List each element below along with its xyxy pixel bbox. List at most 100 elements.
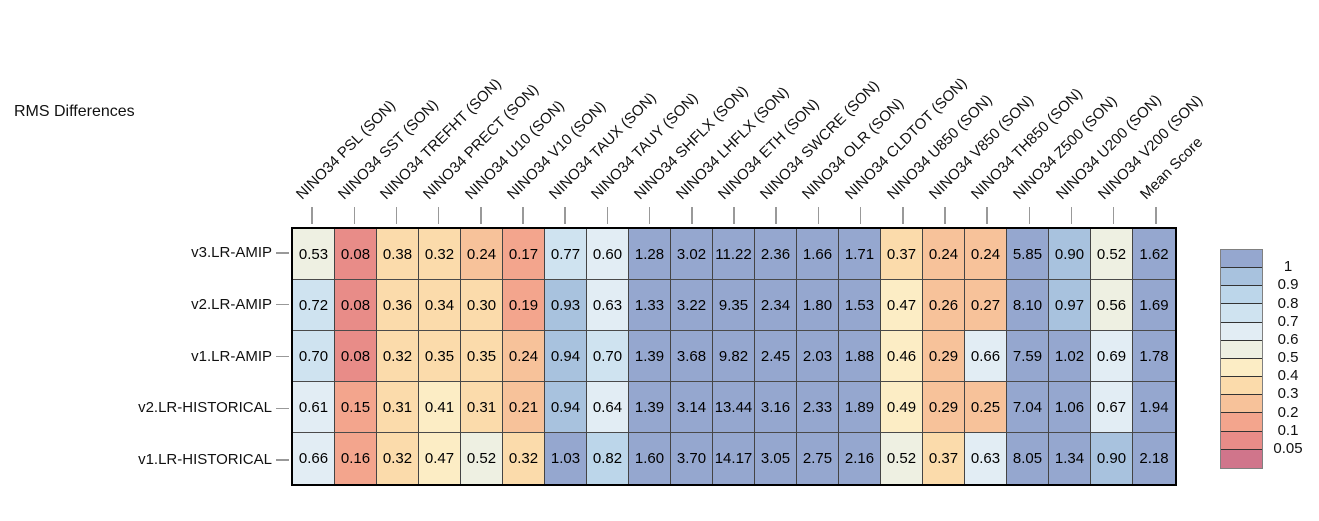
column-tick	[733, 207, 735, 224]
heatmap-cell: 1.80	[797, 280, 839, 331]
colorbar-tick-label: 0.2	[1277, 403, 1299, 421]
colorbar-segment	[1221, 340, 1262, 359]
column-tick	[648, 207, 651, 224]
heatmap-cell: 3.05	[755, 433, 797, 484]
heatmap-cell: 0.37	[923, 433, 965, 484]
row-tick	[276, 459, 289, 461]
colorbar-segment	[1221, 395, 1262, 414]
heatmap-cell: 0.61	[293, 382, 335, 433]
heatmap-cell: 1.66	[797, 229, 839, 280]
column-tick	[522, 207, 524, 224]
heatmap-cell: 0.32	[377, 433, 419, 484]
heatmap-cell: 0.31	[377, 382, 419, 433]
colorbar-tick-label: 0.1	[1277, 421, 1299, 439]
heatmap-cell: 1.39	[629, 382, 671, 433]
heatmap-cell: 3.68	[671, 331, 713, 382]
colorbar-tick-label: 0.4	[1277, 367, 1299, 385]
heatmap-cell: 0.53	[293, 229, 335, 280]
column-tick	[775, 207, 777, 224]
column-tick	[606, 207, 609, 224]
row-tick	[276, 407, 289, 410]
column-tick	[691, 207, 693, 224]
row-label: v3.LR-AMIP	[191, 243, 272, 261]
heatmap-cell: 3.14	[671, 382, 713, 433]
heatmap-cell: 1.88	[839, 331, 881, 382]
row-label: v1.LR-AMIP	[191, 347, 272, 365]
heatmap-cell: 0.94	[545, 382, 587, 433]
row-label: v1.LR-HISTORICAL	[138, 451, 272, 469]
colorbar-tick-label: 0.9	[1277, 276, 1299, 294]
heatmap-cell: 0.56	[1091, 280, 1133, 331]
colorbar-segment	[1221, 377, 1262, 396]
heatmap-cell: 0.93	[545, 280, 587, 331]
heatmap-cell: 0.34	[419, 280, 461, 331]
heatmap-cell: 0.52	[881, 433, 923, 484]
heatmap-cell: 8.10	[1007, 280, 1049, 331]
heatmap-cell: 0.32	[503, 433, 545, 484]
heatmap-cell: 0.31	[461, 382, 503, 433]
colorbar-segment	[1221, 449, 1262, 468]
colorbar-segment	[1221, 413, 1262, 432]
heatmap-cell: 3.22	[671, 280, 713, 331]
heatmap-cell: 0.35	[419, 331, 461, 382]
heatmap-cell: 1.69	[1133, 280, 1175, 331]
heatmap-cell: 1.39	[629, 331, 671, 382]
heatmap-cell: 0.19	[503, 280, 545, 331]
heatmap-cell: 2.34	[755, 280, 797, 331]
row-tick	[276, 355, 289, 358]
heatmap-cell: 0.30	[461, 280, 503, 331]
heatmap-cell: 0.69	[1091, 331, 1133, 382]
column-tick	[437, 207, 440, 224]
heatmap-cell: 0.24	[503, 331, 545, 382]
heatmap-cell: 0.21	[503, 382, 545, 433]
heatmap-cell: 0.66	[965, 331, 1007, 382]
heatmap-cell: 0.29	[923, 331, 965, 382]
heatmap-cell: 5.85	[1007, 229, 1049, 280]
row-tick	[276, 252, 289, 254]
heatmap-cell: 0.82	[587, 433, 629, 484]
column-tick	[564, 207, 566, 224]
heatmap-cell: 1.28	[629, 229, 671, 280]
column-tick	[944, 207, 946, 224]
heatmap-cell: 7.59	[1007, 331, 1049, 382]
heatmap-cell: 3.70	[671, 433, 713, 484]
heatmap-cell: 1.71	[839, 229, 881, 280]
column-tick	[1155, 207, 1157, 224]
heatmap-cell: 0.63	[587, 280, 629, 331]
heatmap-cell: 3.02	[671, 229, 713, 280]
heatmap-cell: 2.18	[1133, 433, 1175, 484]
heatmap-cell: 2.16	[839, 433, 881, 484]
heatmap-cell: 0.60	[587, 229, 629, 280]
colorbar-segment	[1221, 322, 1262, 341]
heatmap-cell: 1.60	[629, 433, 671, 484]
heatmap-cell: 1.02	[1049, 331, 1091, 382]
heatmap-cell: 0.64	[587, 382, 629, 433]
heatmap-cell: 0.47	[419, 433, 461, 484]
heatmap-cell: 0.37	[881, 229, 923, 280]
heatmap-cell: 0.41	[419, 382, 461, 433]
heatmap-cell: 1.94	[1133, 382, 1175, 433]
heatmap-cell: 0.29	[923, 382, 965, 433]
colorbar-tick-label: 1	[1283, 258, 1293, 276]
column-tick	[311, 207, 313, 224]
heatmap-cell: 0.15	[335, 382, 377, 433]
colorbar-segment	[1221, 358, 1262, 378]
row-tick	[276, 303, 289, 306]
heatmap-cell: 1.78	[1133, 331, 1175, 382]
heatmap-cell: 0.35	[461, 331, 503, 382]
column-tick	[859, 207, 862, 224]
colorbar-tick-label: 0.05	[1273, 439, 1303, 457]
heatmap-cell: 0.38	[377, 229, 419, 280]
colorbar-tick-label: 0.3	[1277, 385, 1299, 403]
colorbar-tick-label: 0.8	[1277, 294, 1299, 312]
heatmap-cell: 0.24	[923, 229, 965, 280]
heatmap-cell: 0.72	[293, 280, 335, 331]
heatmap-cell: 0.08	[335, 331, 377, 382]
heatmap-cell: 1.53	[839, 280, 881, 331]
colorbar-tick-label: 0.6	[1277, 330, 1299, 348]
heatmap-cell: 0.27	[965, 280, 1007, 331]
heatmap-cell: 0.36	[377, 280, 419, 331]
heatmap-cell: 2.33	[797, 382, 839, 433]
column-tick	[480, 207, 482, 224]
